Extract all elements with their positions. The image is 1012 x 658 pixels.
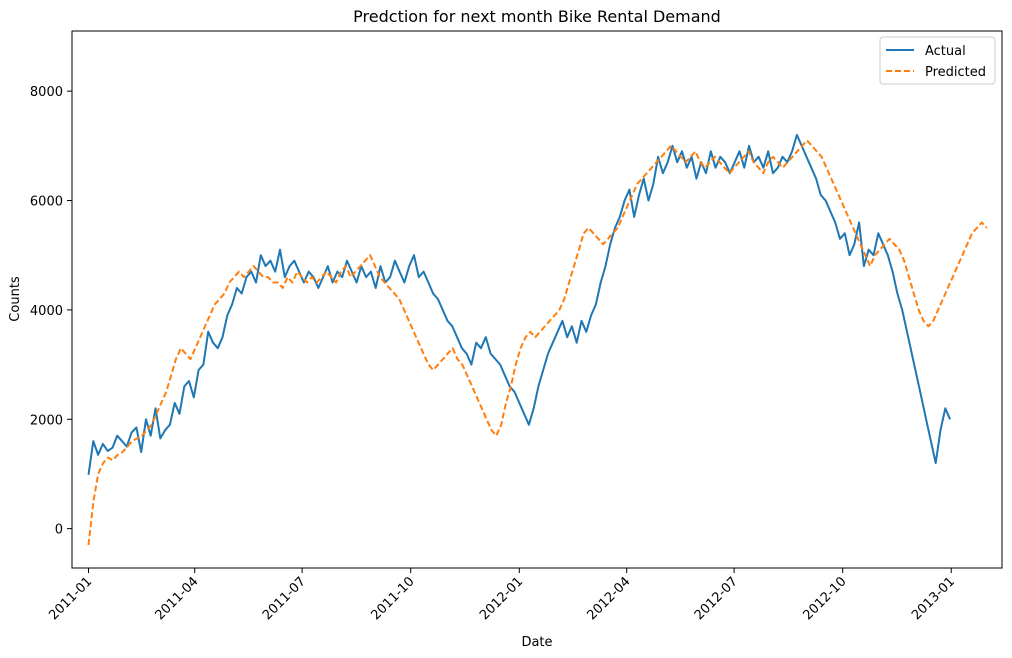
x-tick-label: 2011-01 (46, 574, 95, 623)
legend-box (879, 36, 996, 85)
plot-frame (71, 30, 1003, 569)
legend-label-predicted: Predicted (925, 65, 986, 80)
x-tick-label: 2012-10 (800, 574, 849, 623)
y-tick-label: 8000 (30, 85, 63, 100)
legend-label-actual: Actual (925, 44, 966, 59)
y-axis: 0 2000 4000 6000 8000 (30, 85, 72, 538)
series-line-predicted (87, 139, 988, 546)
legend: Actual Predicted (879, 36, 996, 85)
x-tick-label: 2012-04 (585, 574, 634, 623)
series-layer (87, 133, 988, 546)
y-axis-title: Counts (8, 276, 23, 322)
x-tick-label: 2011-07 (260, 574, 309, 623)
x-tick-label: 2013-01 (909, 574, 958, 623)
x-axis: 2011-01 2011-04 2011-07 2011-10 2012-01 2012-… (46, 568, 958, 623)
x-tick-label: 2011-04 (153, 574, 202, 623)
y-tick-label: 6000 (30, 195, 63, 210)
y-tick-label: 2000 (30, 413, 63, 428)
x-tick-label: 2011-10 (369, 574, 418, 623)
x-tick-label: 2012-07 (692, 574, 741, 623)
y-tick-label: 4000 (30, 304, 63, 319)
y-tick-label: 0 (55, 523, 63, 538)
x-tick-label: 2012-01 (477, 574, 526, 623)
x-axis-title: Date (521, 635, 552, 650)
series-line-actual (87, 133, 952, 475)
chart-title: Predction for next month Bike Rental Dem… (353, 7, 721, 26)
